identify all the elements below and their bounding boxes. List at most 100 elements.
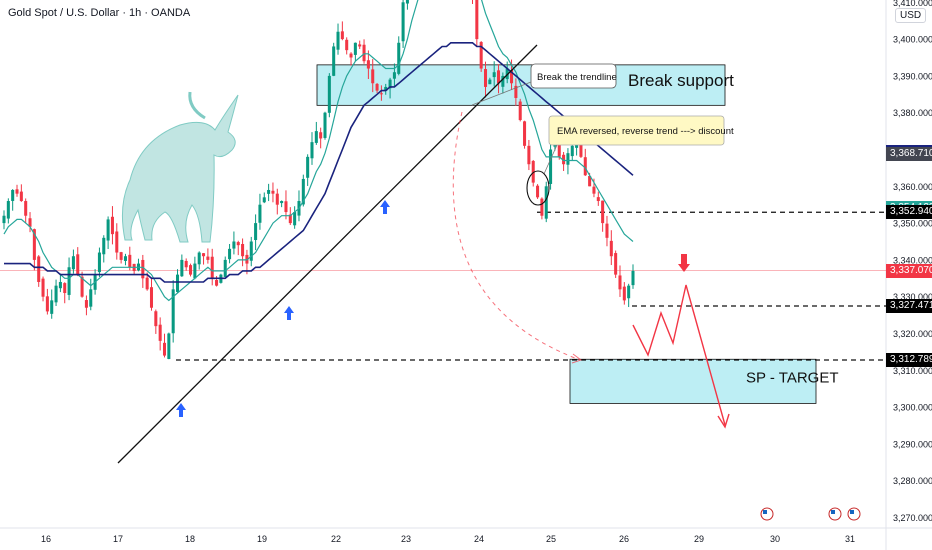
candle-body <box>475 0 479 40</box>
price-axis-label: 3,327.471 <box>886 299 932 313</box>
projection-curve <box>452 111 581 361</box>
candle-body <box>119 252 123 260</box>
x-tick-label: 19 <box>257 534 267 544</box>
candle-body <box>306 156 310 178</box>
x-tick-label: 23 <box>401 534 411 544</box>
candle-body <box>189 265 193 275</box>
y-tick-label: 3,350.000 <box>893 219 932 229</box>
candle-body <box>332 46 336 76</box>
ema-slow-line <box>4 41 634 283</box>
candle-body <box>531 160 535 183</box>
candle-body <box>397 42 401 74</box>
candle-body <box>141 259 145 279</box>
candle-body <box>583 157 587 176</box>
candle-body <box>358 44 362 47</box>
candle-body <box>197 252 201 265</box>
candle-body <box>80 276 84 297</box>
candle-body <box>223 259 227 277</box>
break-trendline-label: Break the trendline <box>537 72 617 83</box>
y-tick-label: 3,290.000 <box>893 439 932 449</box>
candle-body <box>392 72 396 79</box>
sp-target-label: SP - TARGET <box>746 369 839 386</box>
candle-body <box>293 212 297 226</box>
candle-body <box>228 248 232 260</box>
candle-body <box>497 70 501 84</box>
x-tick-label: 25 <box>546 534 556 544</box>
candle-body <box>353 42 357 55</box>
price-axis-label: 3,337.070 <box>886 263 932 278</box>
candle-body <box>37 256 41 282</box>
candle-body <box>171 289 175 334</box>
candle-body <box>254 223 258 241</box>
up-arrow-icon <box>176 403 186 417</box>
ema-cross-circle <box>526 170 550 206</box>
break-support-label: Break support <box>628 71 734 90</box>
y-tick-label: 3,410.000 <box>893 0 932 8</box>
candle-body <box>288 214 292 224</box>
candle-body <box>488 79 492 85</box>
candle-body <box>63 283 67 294</box>
candle-body <box>631 270 635 286</box>
trendline <box>117 44 538 464</box>
currency-label[interactable]: USD <box>895 8 927 23</box>
up-arrow-icon <box>380 200 390 214</box>
y-tick-label: 3,360.000 <box>893 182 932 192</box>
candle-body <box>110 216 114 235</box>
candle-body <box>145 277 149 290</box>
candle-body <box>314 131 318 143</box>
candle-body <box>2 215 6 224</box>
candle-body <box>540 198 544 216</box>
candle-body <box>102 237 106 255</box>
target-path <box>632 284 726 426</box>
candle-body <box>215 280 219 286</box>
candle-body <box>405 0 409 4</box>
x-tick-label: 24 <box>474 534 484 544</box>
candle-body <box>592 186 596 194</box>
price-axis-label: 3,312.789 <box>886 353 932 368</box>
down-arrow-icon <box>678 254 690 272</box>
y-tick-label: 3,310.000 <box>893 366 932 376</box>
candle-body <box>206 256 210 260</box>
candle-body <box>28 218 32 227</box>
projection-curve-head <box>571 353 583 364</box>
x-tick-label: 26 <box>619 534 629 544</box>
candle-body <box>280 201 284 204</box>
candle-body <box>514 85 518 98</box>
candle-body <box>627 285 631 299</box>
up-arrow-icon <box>284 306 294 320</box>
candle-body <box>193 263 197 279</box>
bull-horn-icon <box>188 91 206 120</box>
candle-body <box>258 204 262 223</box>
candle-body <box>492 72 496 78</box>
candle-body <box>566 153 570 165</box>
candle-body <box>336 31 340 50</box>
candle-body <box>210 256 214 279</box>
callout-pointer <box>543 144 558 175</box>
candle-body <box>301 178 305 205</box>
y-tick-label: 3,280.000 <box>893 476 932 486</box>
us-flag-canton <box>831 510 835 514</box>
candle-body <box>50 300 54 314</box>
candle-body <box>570 145 574 157</box>
ema-reversed-callout <box>548 115 725 146</box>
candle-body <box>618 275 622 290</box>
candle-body <box>128 254 132 268</box>
candle-body <box>605 223 609 238</box>
candle-body <box>45 296 49 312</box>
y-tick-label: 3,400.000 <box>893 35 932 45</box>
target-zone <box>569 358 817 404</box>
candle-body <box>267 189 271 194</box>
y-tick-label: 3,380.000 <box>893 108 932 118</box>
candle-body <box>24 201 28 216</box>
candle-body <box>106 219 110 241</box>
candle-body <box>544 186 548 219</box>
candle-body <box>362 44 366 62</box>
candle-body <box>349 53 353 58</box>
candle-body <box>319 132 323 139</box>
x-tick-label: 31 <box>845 534 855 544</box>
candle-body <box>58 281 62 289</box>
candle-body <box>32 229 36 260</box>
candle-body <box>167 333 171 359</box>
